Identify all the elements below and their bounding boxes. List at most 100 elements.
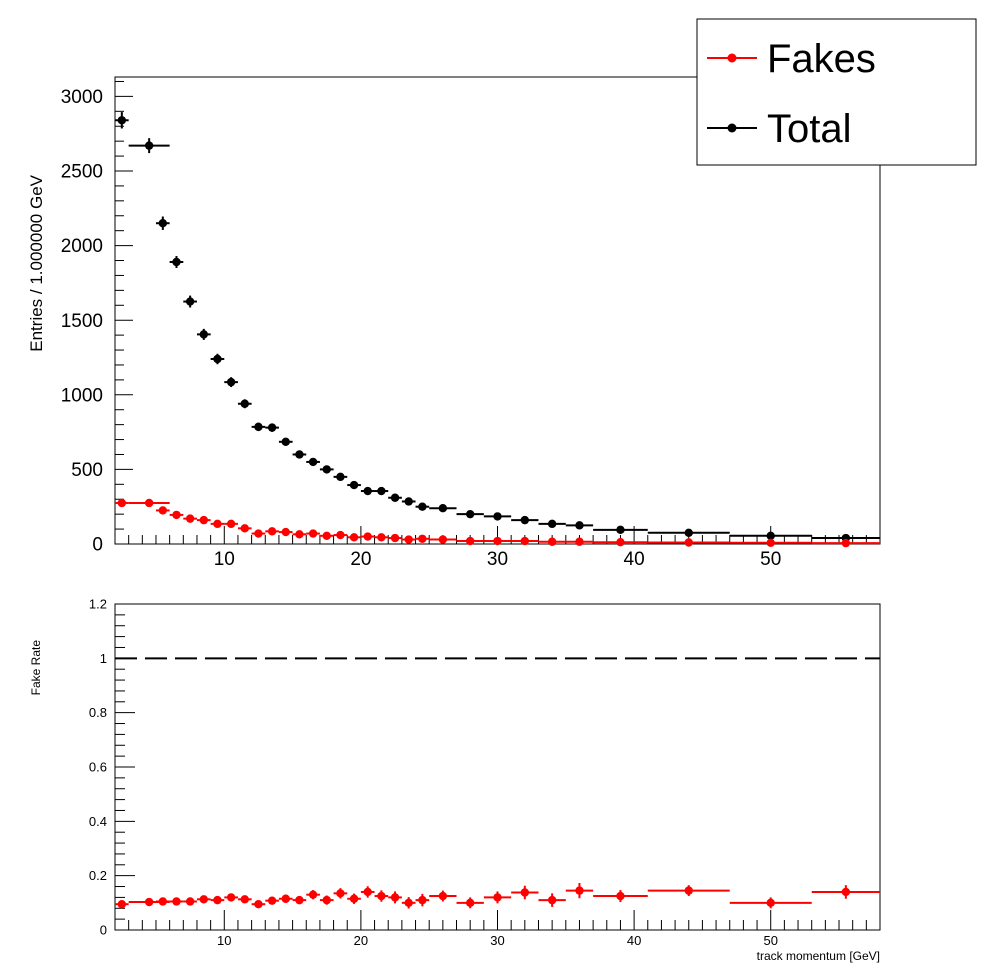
data-point (575, 537, 584, 546)
data-point (226, 519, 236, 529)
y-tick-label: 0 (92, 535, 103, 556)
x-tick-label: 30 (490, 933, 504, 948)
data-point (308, 529, 318, 538)
series-fake-rate (115, 883, 880, 909)
data-point (547, 519, 557, 529)
data-point (308, 457, 318, 467)
data-point (213, 895, 222, 905)
y-tick-label: 500 (71, 460, 103, 481)
data-point (295, 895, 304, 905)
data-point (226, 893, 236, 902)
data-point (616, 891, 625, 901)
data-point (158, 897, 168, 906)
data-point (684, 538, 693, 547)
data-point (766, 898, 775, 908)
data-point (336, 472, 345, 482)
series-fakes (115, 498, 880, 548)
data-point (240, 895, 249, 904)
data-point (349, 533, 359, 542)
data-point (363, 532, 372, 541)
legend: Fakes Total (696, 18, 977, 166)
data-point (493, 536, 502, 546)
legend-label: Fakes (767, 37, 876, 81)
data-point (575, 886, 584, 895)
data-point (547, 537, 557, 546)
data-point (438, 891, 448, 901)
data-point (493, 893, 502, 902)
legend-box (696, 18, 977, 166)
data-point (616, 525, 625, 535)
legend-marker (727, 53, 737, 63)
data-point (144, 498, 154, 508)
data-point (377, 533, 386, 542)
data-point (199, 330, 208, 339)
data-point (254, 529, 263, 538)
data-point (841, 887, 851, 897)
data-point (520, 888, 530, 897)
data-point (199, 515, 208, 525)
data-point (322, 465, 331, 474)
data-point (185, 514, 195, 523)
data-point (547, 895, 557, 905)
data-point (438, 535, 448, 544)
data-point (404, 535, 413, 544)
data-point (520, 515, 530, 525)
data-point (267, 527, 277, 536)
data-point (465, 898, 475, 908)
bottom-panel: 10 20 30 40 50 0 0.2 0.4 0.6 0.8 1 1.2 Fake Rate trac… (29, 597, 881, 963)
data-point (322, 531, 331, 540)
y-tick-label: 1.2 (89, 597, 107, 612)
data-point (240, 524, 249, 533)
y-tick-label: 3000 (61, 87, 103, 108)
data-point (349, 480, 359, 490)
data-point (213, 519, 222, 529)
data-point (172, 510, 181, 520)
data-point (390, 893, 400, 902)
data-point (438, 503, 448, 513)
data-point (158, 506, 168, 515)
data-point (377, 486, 386, 496)
y-tick-label: 0.2 (89, 868, 107, 883)
data-point (144, 141, 154, 150)
data-point (144, 897, 154, 907)
data-point (390, 533, 400, 543)
data-point (465, 509, 475, 519)
data-point (172, 257, 181, 267)
data-point (322, 895, 331, 905)
data-point (281, 894, 290, 903)
x-tick-label: 40 (624, 549, 645, 570)
data-point (766, 531, 775, 540)
x-tick-label: 30 (487, 549, 508, 570)
data-point (185, 297, 195, 306)
x-tick-label: 50 (760, 549, 781, 570)
data-point (465, 536, 475, 546)
data-point (117, 899, 127, 909)
data-point (418, 502, 427, 511)
legend-marker (727, 123, 737, 133)
data-point (117, 498, 127, 508)
data-point (308, 890, 318, 899)
data-point (172, 897, 181, 906)
y-tick-label: 2000 (61, 236, 103, 257)
x-tick-label: 50 (763, 933, 777, 948)
data-point (295, 530, 304, 539)
data-point (841, 538, 851, 548)
data-point (281, 437, 290, 446)
data-point (240, 399, 249, 408)
data-point (254, 899, 263, 909)
x-tick-label: 20 (354, 933, 368, 948)
data-point (418, 534, 427, 543)
data-point (390, 493, 400, 502)
data-point (349, 894, 359, 903)
data-point (766, 538, 775, 548)
data-point (575, 521, 584, 530)
data-point (336, 530, 345, 540)
y-tick-label: 1500 (61, 311, 103, 332)
y-axis-title: Entries / 1.000000 GeV (27, 174, 46, 351)
data-point (493, 512, 502, 521)
data-point (520, 536, 530, 546)
plot-frame (114, 603, 881, 931)
data-point (404, 497, 413, 506)
y-tick-label: 0.8 (89, 705, 107, 720)
